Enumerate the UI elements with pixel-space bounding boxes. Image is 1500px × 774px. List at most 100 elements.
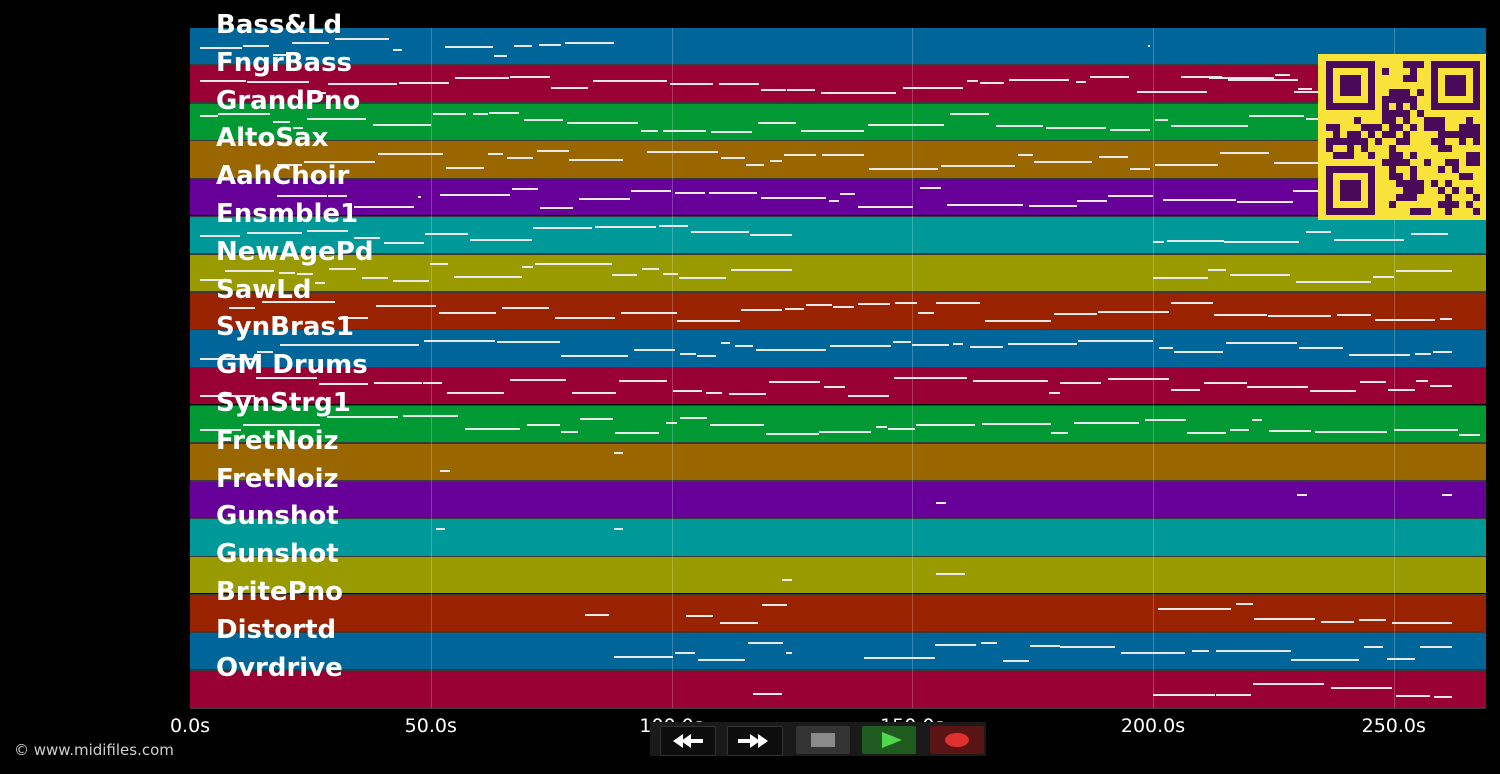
note-streak	[523, 119, 564, 122]
note-streak	[966, 80, 978, 83]
note-streak	[1207, 269, 1226, 272]
time-gridline	[671, 28, 673, 708]
note-streak	[199, 80, 247, 83]
note-streak	[1273, 161, 1349, 164]
note-streak	[1230, 429, 1250, 432]
note-streak	[510, 75, 551, 78]
note-streak	[496, 341, 561, 344]
note-streak	[1432, 351, 1452, 354]
note-streak	[711, 130, 752, 133]
lane-separator	[190, 64, 1486, 67]
note-streak	[362, 277, 389, 280]
note-streak	[445, 45, 493, 48]
lane-separator	[190, 517, 1486, 520]
track-label: Bass&Ld	[216, 10, 343, 40]
note-streak	[550, 87, 588, 90]
note-streak	[403, 415, 459, 418]
note-streak	[784, 307, 805, 310]
note-streak	[677, 320, 740, 323]
note-streak	[306, 230, 348, 233]
note-streak	[1033, 161, 1093, 164]
note-streak	[935, 643, 977, 646]
note-streak	[513, 44, 532, 47]
note-streak	[613, 527, 624, 530]
note-streak	[1228, 79, 1299, 82]
note-streak	[641, 267, 660, 270]
note-streak	[912, 343, 949, 346]
track-label: Gunshot	[216, 539, 339, 570]
note-streak	[579, 198, 631, 200]
copyright-text: © www.midifiles.com	[14, 741, 174, 759]
note-streak	[353, 205, 415, 208]
note-streak	[718, 82, 759, 85]
lane-separator	[190, 706, 1486, 709]
note-streak	[768, 381, 821, 384]
note-streak	[672, 390, 703, 393]
fast-forward-icon	[738, 734, 768, 748]
note-streak	[1028, 205, 1077, 208]
record-button[interactable]	[930, 726, 984, 754]
lane-separator	[190, 177, 1486, 180]
note-streak	[453, 275, 523, 278]
track-lane	[190, 670, 1486, 707]
note-streak	[806, 303, 832, 306]
note-streak	[662, 272, 679, 275]
play-icon	[882, 732, 902, 748]
fast-forward-button[interactable]	[727, 726, 783, 756]
note-streak	[511, 188, 538, 191]
record-icon	[945, 733, 969, 747]
note-streak	[328, 194, 348, 197]
track-lane	[190, 28, 1486, 65]
track-lane	[190, 103, 1486, 140]
note-streak	[1059, 382, 1102, 385]
note-streak	[377, 152, 444, 155]
time-tick-label: 200.0s	[1120, 715, 1186, 737]
note-streak	[823, 385, 845, 388]
stop-button[interactable]	[796, 726, 850, 754]
note-streak	[1374, 318, 1436, 321]
note-streak	[950, 113, 990, 116]
note-streak	[247, 80, 309, 83]
note-streak	[1171, 124, 1248, 127]
note-streak	[1030, 644, 1060, 647]
note-streak	[829, 199, 840, 202]
note-streak	[199, 114, 219, 117]
note-streak	[857, 302, 891, 305]
note-streak	[919, 187, 941, 190]
track-label: GrandPno	[216, 85, 361, 116]
note-streak	[1098, 311, 1170, 314]
note-streak	[613, 451, 624, 454]
note-streak	[829, 345, 891, 348]
note-streak	[1360, 381, 1386, 384]
note-streak	[833, 306, 854, 309]
note-streak	[816, 196, 826, 199]
note-streak	[612, 274, 638, 277]
note-streak	[758, 121, 796, 124]
lane-separator	[190, 555, 1486, 558]
note-streak	[526, 424, 560, 427]
note-streak	[1204, 381, 1247, 384]
note-streak	[445, 167, 484, 170]
note-streak	[1441, 494, 1452, 497]
note-streak	[1153, 694, 1215, 697]
note-streak	[864, 656, 935, 659]
note-streak	[199, 357, 257, 360]
note-streak	[709, 191, 758, 194]
rewind-button[interactable]	[660, 726, 716, 756]
play-button[interactable]	[862, 726, 916, 754]
note-streak	[1333, 238, 1405, 241]
note-streak	[980, 642, 998, 645]
note-streak	[1158, 346, 1174, 349]
note-streak	[1391, 622, 1452, 625]
note-streak	[748, 642, 783, 645]
note-streak	[680, 416, 707, 419]
note-streak	[353, 237, 381, 240]
note-streak	[1310, 389, 1357, 392]
lane-separator	[190, 480, 1486, 483]
track-lane	[190, 254, 1486, 292]
time-tick-label: 0.0s	[169, 715, 211, 737]
note-streak	[749, 233, 792, 236]
track-label: SynBras1	[216, 312, 354, 343]
note-streak	[663, 129, 707, 132]
note-streak	[489, 112, 520, 115]
